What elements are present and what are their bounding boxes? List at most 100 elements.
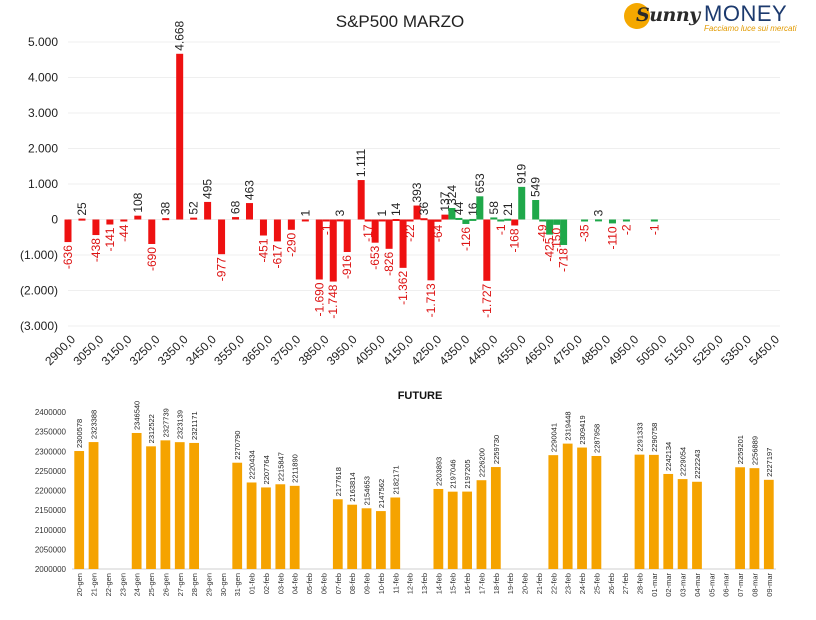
x-tick-label: 06-mar <box>722 573 731 597</box>
future-bar <box>648 454 659 569</box>
x-tick-label: 3150,0 <box>99 332 135 368</box>
bar-value-label: -2 <box>619 224 633 235</box>
bar-value-label: -1.713 <box>424 283 438 317</box>
x-tick-label: 28-feb <box>636 573 645 594</box>
logo-sunny-text: Sunny <box>636 4 700 26</box>
bar-value-label: 2197205 <box>463 459 472 488</box>
strike-bar <box>315 219 323 280</box>
future-bar <box>763 479 774 569</box>
bar-value-label: -44 <box>117 224 131 242</box>
logo-money-text: MONEY <box>704 1 788 26</box>
x-tick-label: 3950,0 <box>324 332 360 368</box>
x-tick-label: 23-gen <box>118 573 127 596</box>
x-tick-label: 09-feb <box>363 573 372 594</box>
bar-value-label: 2346540 <box>133 401 142 430</box>
bar-value-label: 2290758 <box>650 423 659 452</box>
bar-value-label: 549 <box>529 177 543 197</box>
future-bar <box>88 442 99 569</box>
bar-value-label: 58 <box>487 201 501 215</box>
bar-value-label: 3 <box>333 209 347 216</box>
bar-value-label: 2227197 <box>765 448 774 477</box>
bar-value-label: -35 <box>578 224 592 242</box>
y-tick-label: (1.000) <box>20 248 58 262</box>
bar-value-label: 2300578 <box>75 419 84 448</box>
strike-bar <box>553 219 561 225</box>
x-tick-label: 3450,0 <box>183 332 219 368</box>
x-tick-label: 5150,0 <box>662 332 698 368</box>
future-bar <box>131 432 142 569</box>
x-tick-label: 3650,0 <box>239 332 275 368</box>
sun-icon <box>624 3 650 29</box>
x-tick-label: 3250,0 <box>127 332 163 368</box>
x-tick-label: 28-gen <box>190 573 199 596</box>
bar-value-label: 2319448 <box>564 411 573 440</box>
strike-bar <box>518 186 526 220</box>
future-bar <box>692 481 702 569</box>
strike-bar <box>595 219 603 222</box>
x-tick-label: 4350,0 <box>437 332 473 368</box>
bar-value-label: 2327739 <box>161 408 170 437</box>
strike-bar <box>176 53 184 220</box>
x-tick-label: 3550,0 <box>211 332 247 368</box>
bar-value-label: 2222243 <box>693 450 702 479</box>
bar-value-label: 2229054 <box>679 447 688 476</box>
bar-value-label: 2242134 <box>664 442 673 471</box>
x-tick-label: 29-gen <box>204 573 213 596</box>
y-tick-label: 2400000 <box>35 408 67 417</box>
bar-value-label: 2211890 <box>291 454 300 483</box>
y-tick-label: 1.000 <box>28 177 58 191</box>
x-tick-label: 02-feb <box>262 573 271 594</box>
y-tick-label: (3.000) <box>20 319 58 333</box>
future-bar <box>332 499 343 569</box>
strike-bar <box>134 215 142 220</box>
x-tick-label: 17-feb <box>477 573 486 594</box>
strike-bar <box>490 217 498 220</box>
bar-value-label: 2270790 <box>233 431 242 460</box>
strike-bar <box>245 203 253 220</box>
bar-value-label: -1.362 <box>396 271 410 305</box>
bar-value-label: -22 <box>403 224 417 242</box>
bar-value-label: -1 <box>647 224 661 235</box>
bar-value-label: -110 <box>605 226 619 249</box>
bar-value-label: 2309419 <box>578 415 587 444</box>
future-bar <box>490 467 501 569</box>
x-tick-label: 3350,0 <box>155 332 191 368</box>
bar-value-label: 2226200 <box>477 448 486 477</box>
y-tick-label: 2000000 <box>35 565 67 574</box>
x-tick-label: 11-feb <box>391 573 400 594</box>
x-tick-label: 20-gen <box>75 573 84 596</box>
future-bar <box>232 462 243 569</box>
x-tick-label: 4950,0 <box>605 332 641 368</box>
strike-bar <box>441 214 449 220</box>
x-tick-label: 04-feb <box>291 573 300 594</box>
future-bar <box>246 482 257 569</box>
y-tick-label: 2200000 <box>35 487 67 496</box>
bar-value-label: 4.668 <box>173 20 187 50</box>
x-tick-label: 12-feb <box>406 573 415 594</box>
strike-bar <box>504 218 512 221</box>
bar-value-label: -168 <box>508 228 522 252</box>
bar-value-label: 653 <box>473 173 487 193</box>
bar-value-label: -1 <box>494 224 508 235</box>
strike-bar <box>532 200 540 220</box>
chart-title: S&P500 MARZO <box>336 12 465 31</box>
bar-value-label: 2147562 <box>377 479 386 508</box>
bar-value-label: 38 <box>159 201 173 215</box>
strike-bar <box>273 219 281 242</box>
bar-value-label: 1.111 <box>354 148 368 177</box>
future-bar <box>289 485 300 569</box>
bar-value-label: 3 <box>592 209 606 216</box>
strike-bar <box>78 218 86 221</box>
x-tick-label: 25-gen <box>147 573 156 596</box>
future-bar <box>634 454 645 569</box>
bar-value-label: 393 <box>410 182 424 202</box>
strike-bar <box>406 219 414 222</box>
bar-value-label: 2312522 <box>147 414 156 443</box>
strike-bar <box>399 219 407 268</box>
strike-bar <box>581 219 589 222</box>
strike-bar <box>364 219 372 222</box>
x-tick-label: 03-mar <box>679 573 688 597</box>
bar-value-label: 463 <box>242 180 256 200</box>
future-bar <box>160 440 171 569</box>
bar-value-label: 2290041 <box>549 423 558 452</box>
